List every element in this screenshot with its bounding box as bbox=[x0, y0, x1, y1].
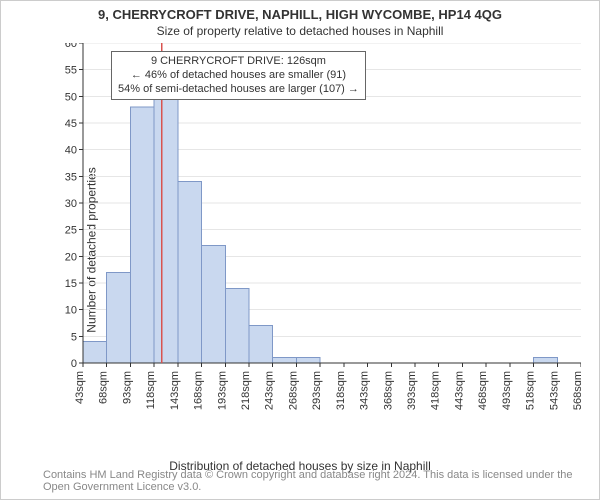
svg-text:5: 5 bbox=[71, 331, 77, 343]
x-tick-label: 368sqm bbox=[382, 371, 394, 410]
svg-text:45: 45 bbox=[65, 118, 77, 130]
svg-text:15: 15 bbox=[65, 278, 77, 290]
x-tick-label: 518sqm bbox=[525, 371, 537, 410]
histogram-bar bbox=[83, 342, 107, 363]
svg-text:60: 60 bbox=[65, 43, 77, 50]
x-tick-label: 93sqm bbox=[121, 371, 133, 404]
chart-container: 9, CHERRYCROFT DRIVE, NAPHILL, HIGH WYCO… bbox=[0, 0, 600, 500]
x-tick-label: 118sqm bbox=[145, 371, 157, 409]
x-tick-label: 68sqm bbox=[98, 371, 110, 404]
svg-text:55: 55 bbox=[65, 65, 77, 77]
x-tick-label: 343sqm bbox=[359, 371, 371, 410]
annotation-line1: 9 CHERRYCROFT DRIVE: 126sqm bbox=[118, 55, 359, 69]
histogram-bar bbox=[225, 288, 249, 363]
histogram-bar bbox=[178, 182, 202, 363]
chart-title-address: 9, CHERRYCROFT DRIVE, NAPHILL, HIGH WYCO… bbox=[1, 7, 599, 22]
chart-subtitle: Size of property relative to detached ho… bbox=[1, 24, 599, 38]
annotation-box: 9 CHERRYCROFT DRIVE: 126sqm ← 46% of det… bbox=[111, 51, 366, 100]
attribution-text: Contains HM Land Registry data © Crown c… bbox=[43, 469, 599, 493]
annotation-line2: ← 46% of detached houses are smaller (91… bbox=[118, 69, 359, 83]
x-tick-label: 468sqm bbox=[477, 371, 489, 410]
histogram-bar bbox=[154, 96, 178, 363]
x-tick-label: 418sqm bbox=[430, 371, 442, 410]
svg-text:30: 30 bbox=[65, 198, 77, 210]
x-tick-label: 443sqm bbox=[453, 371, 465, 410]
x-tick-label: 43sqm bbox=[74, 371, 86, 404]
svg-text:10: 10 bbox=[65, 305, 77, 317]
svg-text:50: 50 bbox=[65, 91, 77, 103]
x-tick-label: 168sqm bbox=[193, 371, 205, 410]
histogram-bar bbox=[249, 326, 273, 363]
x-tick-label: 568sqm bbox=[572, 371, 581, 410]
x-tick-label: 218sqm bbox=[240, 371, 252, 410]
annotation-line3: 54% of semi-detached houses are larger (… bbox=[118, 83, 359, 97]
histogram-bar bbox=[202, 246, 226, 363]
histogram-bar bbox=[273, 358, 297, 363]
svg-text:35: 35 bbox=[65, 171, 77, 183]
x-tick-label: 318sqm bbox=[335, 371, 347, 410]
x-tick-label: 393sqm bbox=[406, 371, 418, 410]
x-tick-label: 493sqm bbox=[501, 371, 513, 410]
histogram-bar bbox=[130, 107, 154, 363]
histogram-bar bbox=[296, 358, 320, 363]
svg-text:0: 0 bbox=[71, 358, 77, 370]
x-tick-label: 268sqm bbox=[287, 371, 299, 410]
svg-text:40: 40 bbox=[65, 145, 77, 157]
x-tick-label: 143sqm bbox=[169, 371, 181, 410]
svg-text:20: 20 bbox=[65, 251, 77, 263]
histogram-bar bbox=[534, 358, 558, 363]
histogram-bar bbox=[107, 272, 131, 363]
x-tick-label: 293sqm bbox=[311, 371, 323, 410]
x-tick-label: 243sqm bbox=[264, 371, 276, 410]
svg-text:25: 25 bbox=[65, 225, 77, 237]
x-tick-label: 543sqm bbox=[548, 371, 560, 410]
plot-area: 0 5 10 15 20 25 30 35 40 45 50 55 60 43sqm 68sqm 93sqm 1… bbox=[61, 43, 581, 413]
x-tick-label: 193sqm bbox=[216, 371, 228, 410]
